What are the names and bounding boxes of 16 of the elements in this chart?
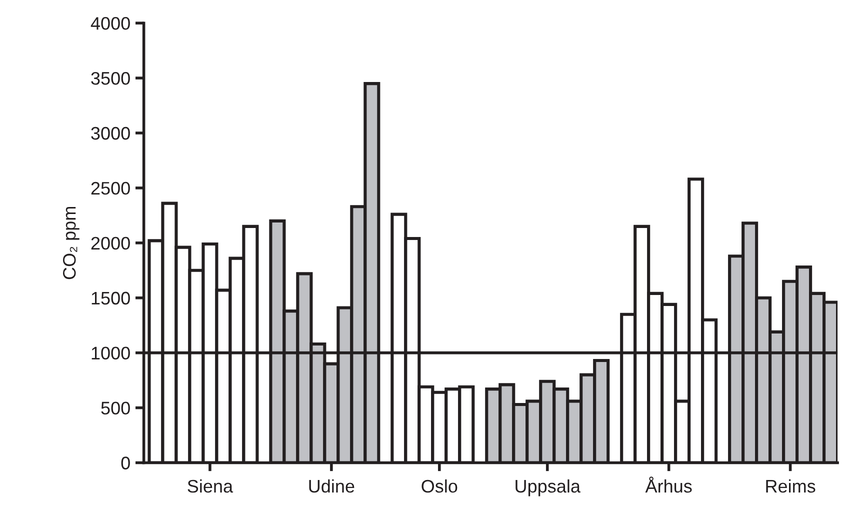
- x-tick-label: Århus: [645, 476, 692, 493]
- y-tick-label: 3000: [91, 126, 130, 140]
- y-tick-label: 1500: [92, 292, 130, 305]
- y-tick-label: 0: [121, 456, 130, 470]
- y-tick-label: 3500: [91, 72, 130, 85]
- x-tick-label: Udine: [309, 479, 354, 493]
- x-tick-label: Oslo: [422, 479, 458, 493]
- y-tick-label: 4000: [90, 17, 130, 30]
- x-tick-label: Siena: [188, 479, 234, 493]
- y-tick-label: 2000: [91, 236, 130, 250]
- y-tick-label: 500: [101, 402, 130, 414]
- x-tick-label: Uppsala: [516, 479, 580, 496]
- y-tick-label: 1000: [92, 346, 130, 360]
- x-tick-label: Reims: [766, 479, 816, 493]
- y-axis-title: CO₂ ppm: [63, 206, 80, 280]
- y-tick-label: 2500: [91, 182, 130, 195]
